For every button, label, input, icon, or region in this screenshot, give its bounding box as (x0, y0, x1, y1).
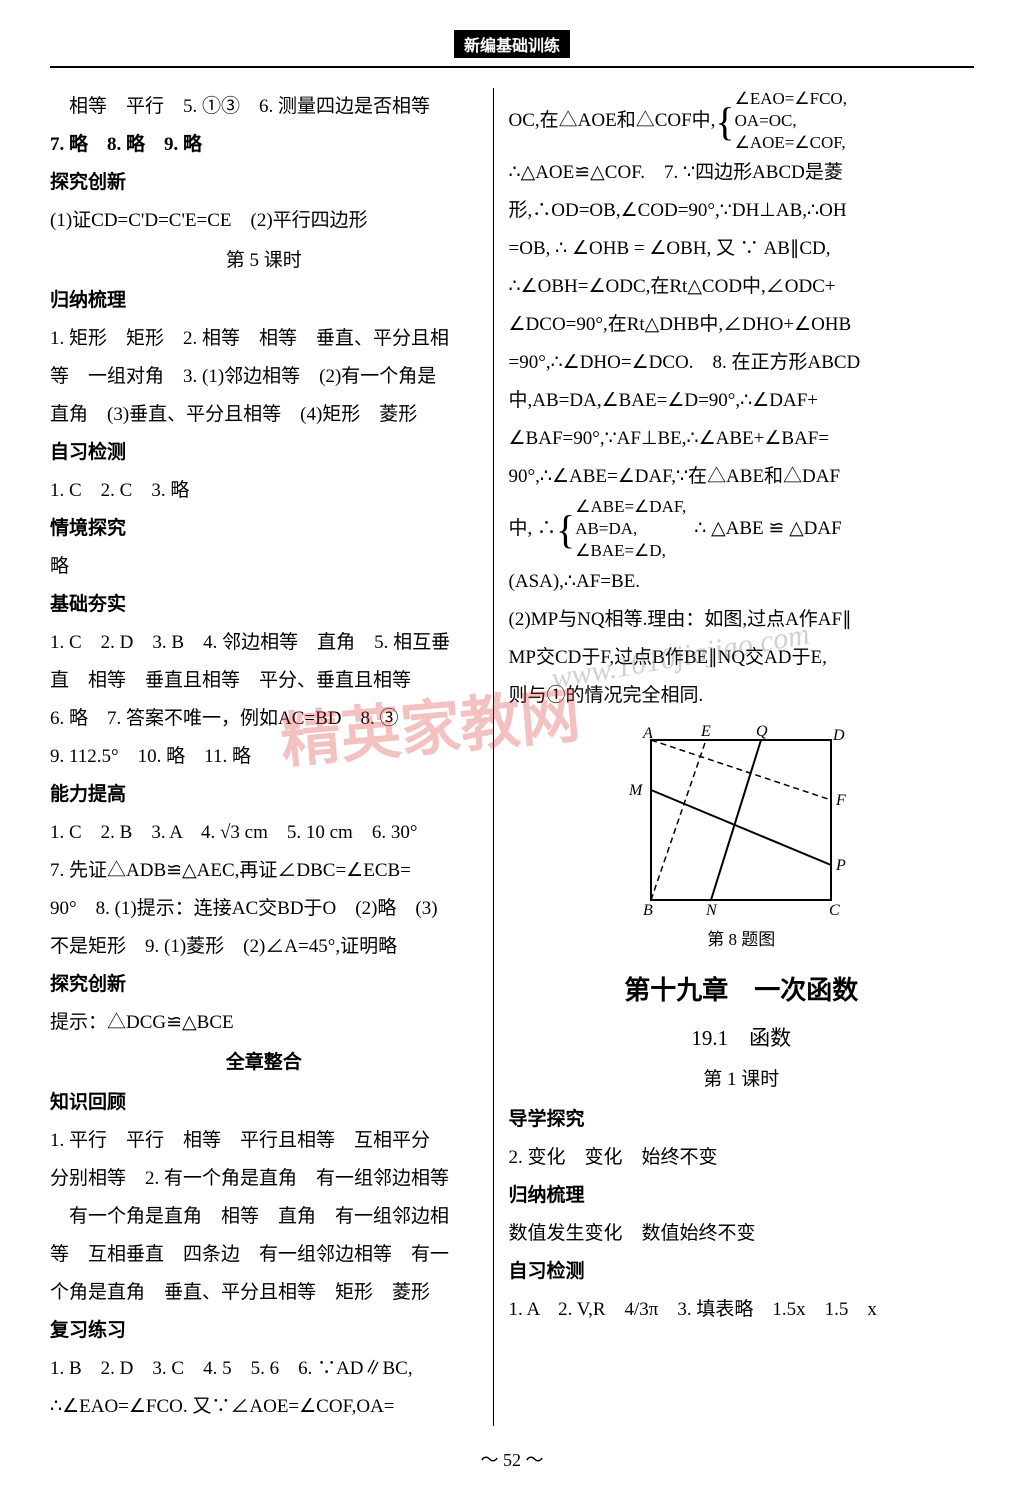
section-heading: 归纳梳理 (50, 282, 478, 320)
section-heading: 能力提高 (50, 776, 478, 814)
section-heading: 归纳梳理 (509, 1177, 974, 1215)
text-line: ∠DCO=90°,在Rt△DHB中,∠DHO+∠OHB (509, 306, 974, 344)
point-label-n: N (705, 902, 718, 915)
text-line: 数值发生变化 数值始终不变 (509, 1215, 974, 1253)
point-label-m: M (628, 782, 644, 799)
brace-expression: 中, ∴ { ∠ABE=∠DAF, AB=DA, ∠BAE=∠D, ∴ △ABE… (509, 496, 974, 562)
text-line: 1. B 2. D 3. C 4. 5 5. 6 6. ∵AD∥BC, (50, 1350, 478, 1388)
text-line: =OB, ∴ ∠OHB = ∠OBH, 又 ∵ AB∥CD, (509, 230, 974, 268)
text-line: 则与①的情况完全相同. (509, 677, 974, 715)
line-nq (711, 740, 761, 900)
text-line: 形,∴OD=OB,∠COD=90°,∵DH⊥AB,∴OH (509, 192, 974, 230)
brace-line: OA=OC, (735, 111, 797, 130)
left-brace-icon: { (715, 98, 734, 145)
section-heading: 探究创新 (50, 966, 478, 1004)
left-column: 相等 平行 5. ①③ 6. 测量四边是否相等 7. 略 8. 略 9. 略 探… (50, 88, 494, 1426)
text-line: 有一个角是直角 相等 直角 有一组邻边相 (50, 1198, 478, 1236)
text-line: 90° 8. (1)提示：连接AC交BD于O (2)略 (3) (50, 890, 478, 928)
text-line: =90°,∴∠DHO=∠DCO. 8. 在正方形ABCD (509, 344, 974, 382)
brace-line: AB=DA, (575, 519, 637, 538)
section-heading: 基础夯实 (50, 586, 478, 624)
chapter-summary-title: 全章整合 (50, 1042, 478, 1084)
text-line: 7. 先证△ADB≌△AEC,再证∠DBC=∠ECB= (50, 852, 478, 890)
text-line: (ASA),∴AF=BE. (509, 563, 974, 601)
text-line: 1. A 2. V,R 4/3π 3. 填表略 1.5x 1.5 x (509, 1291, 974, 1329)
text-line: 直 相等 垂直且相等 平分、垂直且相等 (50, 662, 478, 700)
point-label-b: B (643, 902, 653, 915)
text-line: 提示：△DCG≌△BCE (50, 1004, 478, 1042)
text-fragment: 中, ∴ (509, 510, 557, 548)
two-column-layout: 相等 平行 5. ①③ 6. 测量四边是否相等 7. 略 8. 略 9. 略 探… (50, 88, 974, 1426)
text-line: 1. 平行 平行 相等 平行且相等 互相平分 (50, 1122, 478, 1160)
text-line: 2. 变化 变化 始终不变 (509, 1139, 974, 1177)
text-line: 6. 略 7. 答案不唯一，例如AC=BD 8. ③ (50, 700, 478, 738)
section-heading: 自习检测 (509, 1253, 974, 1291)
figure-caption: 第 8 题图 (509, 925, 974, 956)
brace-line: ∠AOE=∠COF, (735, 133, 846, 152)
text-line: 等 互相垂直 四条边 有一组邻边相等 有一 (50, 1236, 478, 1274)
point-label-e: E (700, 725, 711, 740)
text-line: ∴∠EAO=∠FCO. 又∵∠AOE=∠COF,OA= (50, 1388, 478, 1426)
text-line: (2)MP与NQ相等.理由：如图,过点A作AF∥ (509, 601, 974, 639)
text-line: (1)证CD=C'D=C'E=CE (2)平行四边形 (50, 202, 478, 240)
point-label-q: Q (756, 725, 768, 740)
text-line: 90°,∴∠ABE=∠DAF,∵在△ABE和△DAF (509, 458, 974, 496)
point-label-p: P (835, 857, 846, 874)
geometry-diagram: A E Q D M F P B N C (611, 725, 871, 915)
text-line: ∴∠OBH=∠ODC,在Rt△COD中,∠ODC+ (509, 268, 974, 306)
text-line: ∴△AOE≌△COF. 7. ∵四边形ABCD是菱 (509, 154, 974, 192)
text-line: 直角 (3)垂直、平分且相等 (4)矩形 菱形 (50, 396, 478, 434)
lesson-title: 第 1 课时 (509, 1059, 974, 1101)
brace-line: ∠ABE=∠DAF, (575, 497, 686, 516)
text-line: 分别相等 2. 有一个角是直角 有一组邻边相等 (50, 1160, 478, 1198)
text-line: 相等 平行 5. ①③ 6. 测量四边是否相等 (50, 88, 478, 126)
section-heading: 探究创新 (50, 164, 478, 202)
left-brace-icon: { (556, 506, 575, 553)
text-line: 等 一组对角 3. (1)邻边相等 (2)有一个角是 (50, 358, 478, 396)
header-title: 新编基础训练 (454, 30, 570, 58)
brace-expression: OC,在△AOE和△COF中, { ∠EAO=∠FCO, OA=OC, ∠AOE… (509, 88, 974, 154)
text-line: MP交CD于F,过点B作BE∥NQ交AD于E, (509, 639, 974, 677)
text-line: ∠BAF=90°,∵AF⊥BE,∴∠ABE+∠BAF= (509, 420, 974, 458)
text-line: 略 (50, 548, 478, 586)
brace-line: ∠BAE=∠D, (575, 541, 666, 560)
text-line: 9. 112.5° 10. 略 11. 略 (50, 738, 478, 776)
section-heading: 情境探究 (50, 510, 478, 548)
text-fragment: ∴ △ABE ≌ △DAF (694, 510, 842, 548)
chapter-title: 第十九章 一次函数 (509, 965, 974, 1017)
point-label-a: A (642, 725, 653, 742)
text-fragment: OC,在△AOE和△COF中, (509, 102, 716, 140)
section-heading: 复习练习 (50, 1312, 478, 1350)
text-line: 中,AB=DA,∠BAE=∠D=90°,∴∠DAF+ (509, 382, 974, 420)
lesson-title: 第 5 课时 (50, 240, 478, 282)
text-line: 7. 略 8. 略 9. 略 (50, 126, 478, 164)
page-number: ～ 52 ～ (50, 1446, 974, 1472)
text-line: 1. C 2. C 3. 略 (50, 472, 478, 510)
section-heading: 导学探究 (509, 1101, 974, 1139)
section-heading: 自习检测 (50, 434, 478, 472)
section-heading: 知识回顾 (50, 1084, 478, 1122)
section-title: 19.1 函数 (509, 1017, 974, 1059)
text-line: 不是矩形 9. (1)菱形 (2)∠A=45°,证明略 (50, 928, 478, 966)
point-label-f: F (835, 792, 846, 809)
point-label-d: D (832, 727, 845, 744)
page-header: 新编基础训练 (50, 30, 974, 68)
line-be-dashed (651, 740, 706, 900)
text-line: 1. C 2. D 3. B 4. 邻边相等 直角 5. 相互垂 (50, 624, 478, 662)
right-column: OC,在△AOE和△COF中, { ∠EAO=∠FCO, OA=OC, ∠AOE… (494, 88, 974, 1426)
text-line: 1. 矩形 矩形 2. 相等 相等 垂直、平分且相 (50, 320, 478, 358)
brace-line: ∠EAO=∠FCO, (735, 89, 847, 108)
text-line: 1. C 2. B 3. A 4. √3 cm 5. 10 cm 6. 30° (50, 814, 478, 852)
page-container: 新编基础训练 精英家教网 www.1010jiajiao.com 相等 平行 5… (0, 0, 1024, 1502)
text-line: 个角是直角 垂直、平分且相等 矩形 菱形 (50, 1274, 478, 1312)
point-label-c: C (829, 902, 840, 915)
line-af-dashed (651, 740, 831, 800)
